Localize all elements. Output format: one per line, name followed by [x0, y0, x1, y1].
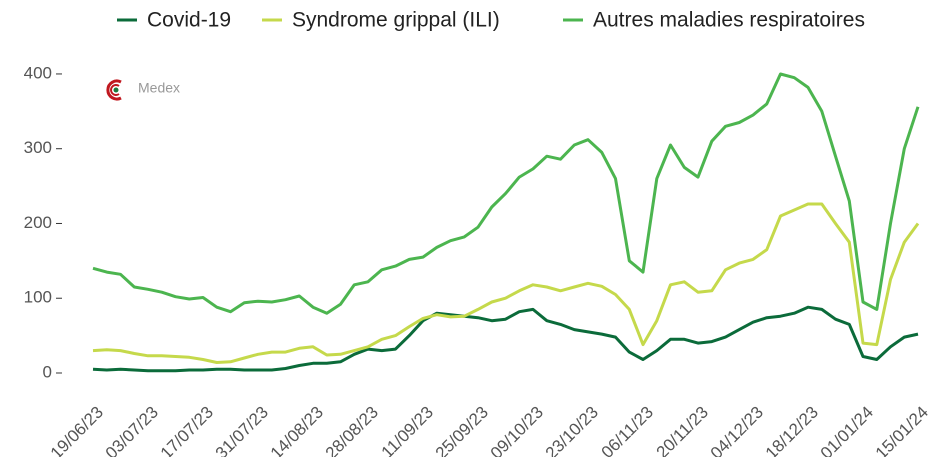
x-tick-label: 14/08/23 — [267, 403, 327, 457]
logo-dot — [113, 87, 119, 93]
logo: Medex — [106, 79, 180, 101]
legend-label: Syndrome grippal (ILI) — [292, 9, 500, 32]
series-line — [92, 202, 920, 364]
x-tick-label: 19/06/23 — [47, 403, 107, 457]
logo-swirl — [106, 79, 122, 101]
y-tick-label: 200 — [24, 213, 52, 232]
x-tick-label: 01/01/24 — [817, 403, 877, 457]
x-tick-label: 25/09/23 — [432, 403, 492, 457]
series-line — [92, 72, 920, 315]
x-tick-label: 06/11/23 — [598, 403, 657, 457]
x-tick-label: 23/10/23 — [542, 403, 602, 457]
x-tick-label: 28/08/23 — [322, 403, 382, 457]
x-tick-label: 20/11/23 — [653, 403, 712, 457]
x-tick-label: 15/01/24 — [872, 403, 932, 457]
logo-text: Medex — [138, 80, 180, 96]
x-tick-label: 18/12/23 — [762, 403, 822, 457]
x-tick-label: 17/07/23 — [157, 403, 217, 457]
x-tick-label: 09/10/23 — [487, 403, 547, 457]
y-tick-label: 400 — [24, 63, 52, 82]
y-tick-label: 100 — [24, 288, 52, 307]
legend-label: Autres maladies respiratoires — [593, 9, 865, 32]
plot: 0 100 200 300 400 19/06/2303/07/2317/07/2331/… — [24, 9, 932, 457]
legend-label: Covid-19 — [147, 9, 231, 32]
x-tick-label: 04/12/23 — [707, 403, 767, 457]
x-tick-label: 11/09/23 — [378, 403, 437, 457]
x-tick-label: 31/07/23 — [212, 403, 272, 457]
logo-swirl — [110, 84, 120, 96]
x-tick-label: 03/07/23 — [102, 403, 162, 457]
y-tick-label: 0 — [43, 362, 52, 381]
series-line — [92, 305, 919, 373]
y-tick-label: 300 — [24, 138, 52, 157]
